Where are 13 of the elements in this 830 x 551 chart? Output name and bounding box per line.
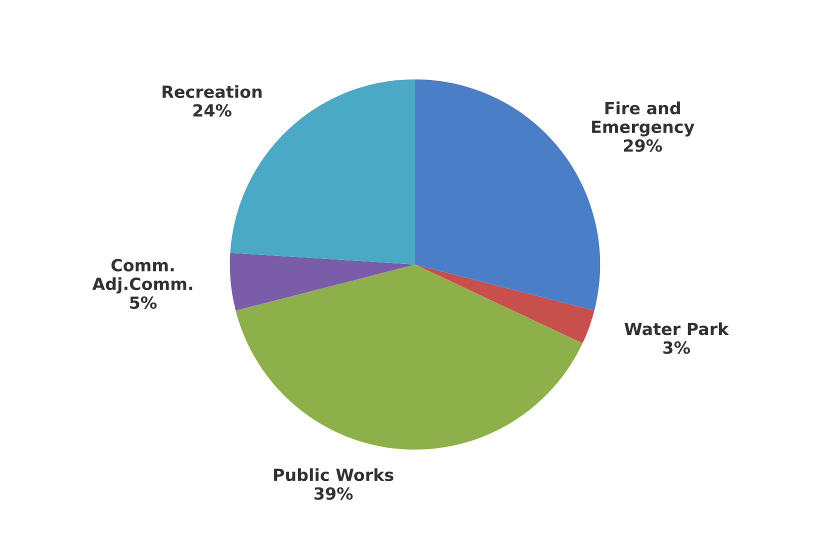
slice-label: Comm. Adj.Comm. <box>92 258 192 294</box>
slice-label: Fire and Emergency <box>592 102 694 136</box>
data-label: 29% <box>624 139 662 152</box>
data-label: 3% <box>663 341 690 354</box>
pie-slice <box>236 264 583 450</box>
pie-slice <box>415 264 594 344</box>
slice-label: Recreation <box>162 85 262 98</box>
slice-label: Public Works <box>274 468 394 482</box>
slice-label: Water Park <box>624 322 729 336</box>
pie-slice <box>230 252 415 311</box>
data-label: 39% <box>314 487 353 500</box>
data-label: 5% <box>130 296 157 309</box>
data-label: 24% <box>193 104 232 117</box>
